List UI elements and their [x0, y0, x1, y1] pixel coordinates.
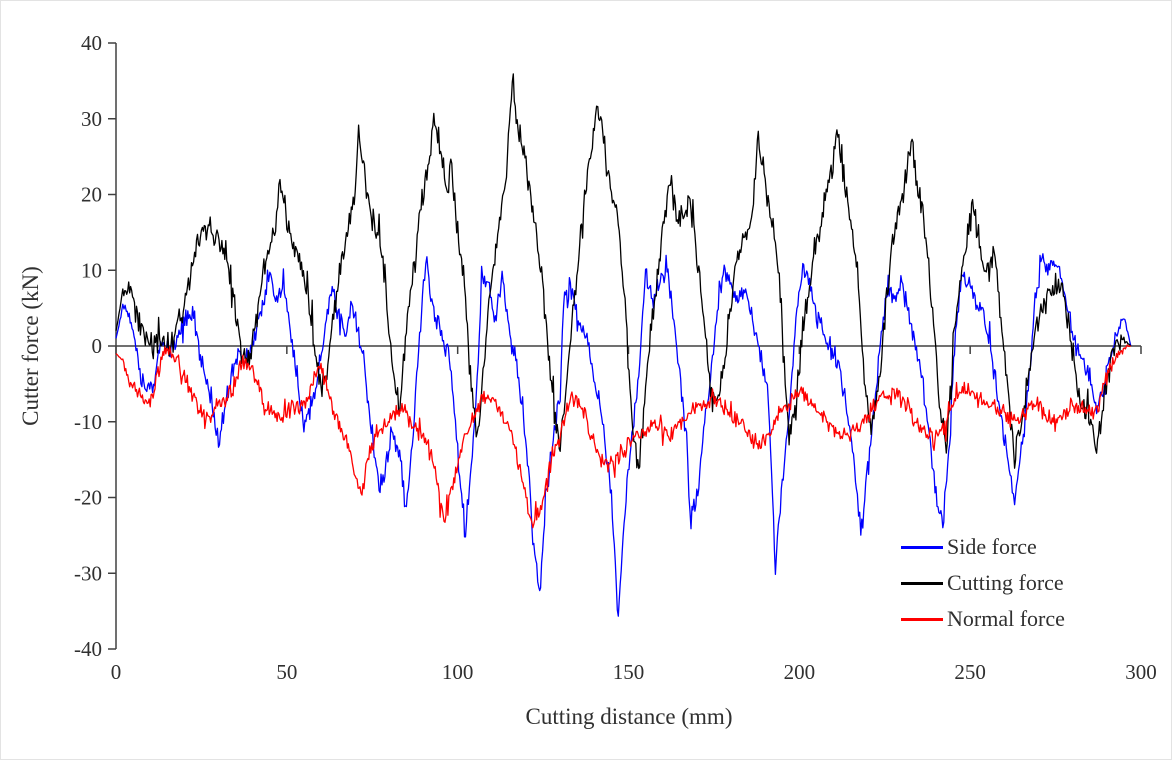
series-line-normal-force — [115, 344, 1131, 529]
y-tick-label: 20 — [81, 183, 102, 207]
y-tick-label: 10 — [81, 258, 102, 282]
x-tick-label: 50 — [276, 660, 297, 684]
legend-item-cutting-force: Cutting force — [901, 565, 1065, 601]
y-tick-label: -10 — [74, 410, 102, 434]
x-tick-label: 0 — [111, 660, 122, 684]
y-tick-label: 30 — [81, 107, 102, 131]
x-tick-label: 200 — [784, 660, 816, 684]
y-tick-label: 40 — [81, 31, 102, 55]
legend-swatch-normal-force — [901, 617, 943, 621]
x-tick-label: 100 — [442, 660, 474, 684]
y-axis-title: Cutter force (kN) — [18, 266, 43, 426]
y-tick-label: 0 — [92, 334, 103, 358]
legend-label-cutting-force: Cutting force — [947, 570, 1064, 595]
legend-label-side-force: Side force — [947, 534, 1037, 559]
y-tick-label: -40 — [74, 637, 102, 661]
legend: Side force Cutting force Normal force — [901, 529, 1065, 637]
x-axis-title: Cutting distance (mm) — [525, 704, 733, 729]
y-tick-label: -20 — [74, 486, 102, 510]
y-tick-label: -30 — [74, 561, 102, 585]
x-tick-label: 150 — [613, 660, 645, 684]
x-tick-label: 300 — [1125, 660, 1157, 684]
x-tick-label: 250 — [954, 660, 986, 684]
legend-item-normal-force: Normal force — [901, 601, 1065, 637]
legend-swatch-side-force — [901, 545, 943, 549]
series-line-side-force — [115, 253, 1132, 617]
legend-label-normal-force: Normal force — [947, 606, 1065, 631]
legend-swatch-cutting-force — [901, 581, 943, 585]
series-line-cutting-force — [115, 73, 1132, 470]
legend-item-side-force: Side force — [901, 529, 1065, 565]
